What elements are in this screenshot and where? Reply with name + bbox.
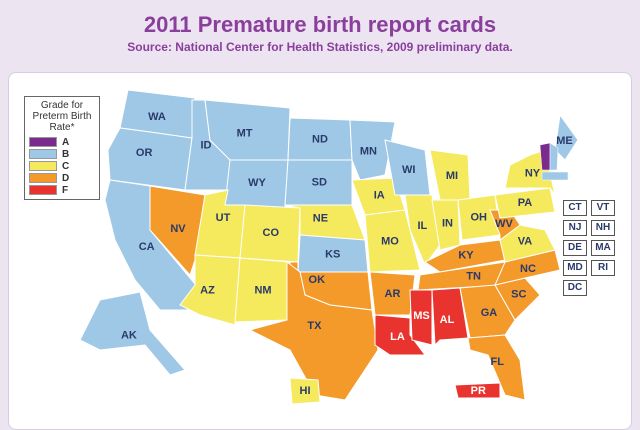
legend-swatch <box>29 149 57 159</box>
state <box>539 142 551 171</box>
state-label: MI <box>446 170 458 182</box>
state-label: OH <box>471 211 488 223</box>
state-label: GA <box>481 307 498 319</box>
state-label: ID <box>201 139 212 151</box>
small-state-label: RI <box>591 260 615 276</box>
state-label: NM <box>254 284 271 296</box>
title: 2011 Premature birth report cards <box>143 12 497 37</box>
state-label: FL <box>491 356 505 368</box>
state <box>248 260 379 401</box>
state-label: NE <box>313 213 328 225</box>
state-label: WY <box>248 177 266 189</box>
legend-swatch <box>29 185 57 195</box>
legend-swatch <box>29 137 57 147</box>
legend-label: C <box>62 160 70 172</box>
small-state-label: MA <box>591 240 615 256</box>
state-label: NC <box>520 263 536 275</box>
state <box>554 113 579 161</box>
state-label: CO <box>263 227 280 239</box>
state-label: AK <box>121 330 137 342</box>
state-label: TX <box>307 320 322 332</box>
state <box>149 185 206 276</box>
small-state-label: DE <box>563 240 587 256</box>
state-label: ME <box>556 135 573 147</box>
state <box>374 314 426 356</box>
state <box>349 119 396 181</box>
state-label: IN <box>442 218 453 230</box>
legend-title: Grade for Preterm Birth Rate* <box>32 100 92 133</box>
small-state-label: NJ <box>563 220 587 236</box>
state <box>404 194 441 266</box>
state-label: SD <box>312 176 327 188</box>
state-label: PR <box>471 385 486 397</box>
legend-swatch <box>29 173 57 183</box>
state <box>459 284 516 339</box>
legend-label: A <box>62 136 70 148</box>
legend-item: D <box>29 172 95 184</box>
state <box>289 377 321 405</box>
small-state-label: NH <box>591 220 615 236</box>
state-label: MS <box>413 310 430 322</box>
state <box>431 287 469 347</box>
state-label: KS <box>325 249 340 261</box>
legend-label: D <box>62 172 70 184</box>
state <box>369 271 416 316</box>
state <box>107 127 193 191</box>
legend-item: C <box>29 160 95 172</box>
state-label: NV <box>170 223 186 235</box>
state-label: TN <box>466 270 481 282</box>
state-label: OK <box>309 274 326 286</box>
small-state-label: DC <box>563 280 587 296</box>
small-state-label: CT <box>563 200 587 216</box>
legend-item: B <box>29 148 95 160</box>
state <box>549 142 559 171</box>
small-states: CT VT NJ NH DE MA MD RI DC <box>563 200 623 296</box>
subtitle: Source: National Center for Health Stati… <box>127 40 513 54</box>
state-label: OR <box>136 147 153 159</box>
state-label: PA <box>518 197 533 209</box>
state-label: MT <box>237 128 253 140</box>
state-label: AR <box>385 288 401 300</box>
legend-label: F <box>62 184 69 196</box>
legend-swatch <box>29 161 57 171</box>
state <box>409 289 433 346</box>
legend-item: A <box>29 136 95 148</box>
state-label: MN <box>360 145 377 157</box>
state-label: UT <box>216 212 231 224</box>
state <box>494 187 556 219</box>
legend-item: F <box>29 184 95 196</box>
state <box>364 209 421 273</box>
state-label: AZ <box>200 284 215 296</box>
state-label: IL <box>418 220 428 232</box>
state-label: KY <box>458 250 474 262</box>
state-label: WV <box>495 218 513 230</box>
state-label: NY <box>525 167 541 179</box>
small-state-label: MD <box>563 260 587 276</box>
state <box>467 334 526 401</box>
state-label: AL <box>440 314 455 326</box>
small-state-label: VT <box>591 200 615 216</box>
legend-label: B <box>62 148 70 160</box>
state-label: LA <box>390 331 405 343</box>
state-label: CA <box>139 241 155 253</box>
state <box>454 382 501 399</box>
state-label: VA <box>518 235 533 247</box>
state-label: IA <box>374 190 385 202</box>
state-label: SC <box>511 288 526 300</box>
state-label: HI <box>300 385 311 397</box>
state <box>541 171 569 181</box>
state-label: MO <box>381 236 399 248</box>
state-label: WA <box>148 111 166 123</box>
state <box>79 291 186 376</box>
state-label: WI <box>402 164 415 176</box>
state-label: ND <box>312 133 328 145</box>
